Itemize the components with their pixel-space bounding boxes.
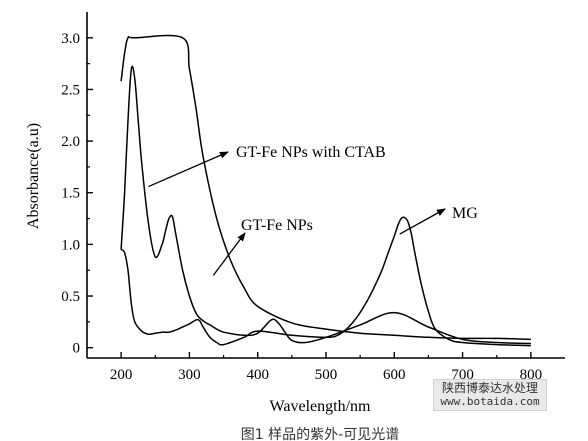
annotation-arrow-2 xyxy=(399,208,446,235)
annotation-label-2: MG xyxy=(452,205,478,222)
series-line-2 xyxy=(120,216,531,347)
annotation-label-1: GT-Fe NPs xyxy=(241,217,313,234)
y-tick-label: 0.5 xyxy=(61,289,80,305)
annotations: GT-Fe NPs with CTAB GT-Fe NPs MG xyxy=(148,144,478,276)
y-tick-label: 2.5 xyxy=(61,82,80,98)
watermark-url: www.botaida.com xyxy=(440,395,540,408)
annotation-arrow-0 xyxy=(148,151,229,188)
x-tick-label: 600 xyxy=(383,367,406,383)
y-tick-label: 1.5 xyxy=(61,186,80,202)
x-tick-label: 400 xyxy=(246,367,269,383)
x-axis-label: Wavelength/nm xyxy=(270,398,371,415)
x-tick-label: 300 xyxy=(178,367,201,383)
x-tick-label: 500 xyxy=(315,367,338,383)
figure-caption: 图1 样品的紫外-可见光谱 xyxy=(240,427,400,441)
y-tick-label: 0 xyxy=(73,341,81,357)
x-tick-label: 200 xyxy=(110,367,133,383)
y-tick-label: 1.0 xyxy=(61,237,80,253)
watermark-name: 陕西博泰达水处理 xyxy=(441,381,538,395)
series-line-1 xyxy=(120,65,531,345)
watermark: 陕西博泰达水处理 www.botaida.com xyxy=(433,379,547,411)
y-axis-label: Absorbance(a.u) xyxy=(25,123,42,229)
series-line-0 xyxy=(120,34,531,341)
y-tick-label: 2.0 xyxy=(61,134,80,150)
annotation-arrow-1 xyxy=(212,232,246,276)
annotation-label-0: GT-Fe NPs with CTAB xyxy=(236,144,386,161)
y-tick-label: 3.0 xyxy=(61,31,80,47)
series-lines xyxy=(120,34,531,347)
axes xyxy=(86,12,565,359)
